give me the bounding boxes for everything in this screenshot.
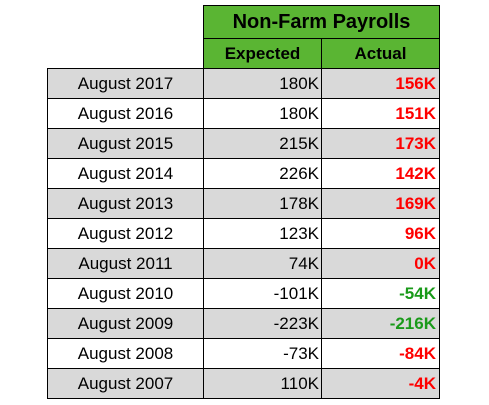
expected-value-cell: -101K bbox=[203, 278, 322, 309]
expected-value-cell: 226K bbox=[203, 158, 322, 189]
expected-value-cell: 180K bbox=[203, 68, 322, 99]
expected-value-cell: 110K bbox=[203, 368, 322, 399]
month-cell: August 2009 bbox=[47, 308, 204, 339]
table-title: Non-Farm Payrolls bbox=[203, 5, 440, 39]
title-row: Non-Farm Payrolls bbox=[47, 5, 440, 39]
table-row: August 2010 -101K -54K bbox=[47, 278, 440, 309]
table-row: August 2013 178K 169K bbox=[47, 188, 440, 219]
expected-value-cell: -73K bbox=[203, 338, 322, 369]
payrolls-table: Non-Farm Payrolls Expected Actual August… bbox=[47, 5, 440, 399]
month-cell: August 2015 bbox=[47, 128, 204, 159]
table-row: August 2014 226K 142K bbox=[47, 158, 440, 189]
actual-value-cell: 151K bbox=[321, 98, 440, 129]
blank-corner-cell bbox=[47, 5, 204, 39]
month-cell: August 2010 bbox=[47, 278, 204, 309]
table-row: August 2017 180K 156K bbox=[47, 68, 440, 99]
actual-value-cell: 169K bbox=[321, 188, 440, 219]
expected-value-cell: 215K bbox=[203, 128, 322, 159]
actual-value-cell: 0K bbox=[321, 248, 440, 279]
payrolls-table-body: Non-Farm Payrolls Expected Actual August… bbox=[47, 5, 440, 399]
actual-value-cell: -84K bbox=[321, 338, 440, 369]
month-cell: August 2013 bbox=[47, 188, 204, 219]
expected-value-cell: 180K bbox=[203, 98, 322, 129]
actual-value-cell: -54K bbox=[321, 278, 440, 309]
table-row: August 2008 -73K -84K bbox=[47, 338, 440, 369]
expected-column-header: Expected bbox=[203, 38, 322, 69]
actual-value-cell: 142K bbox=[321, 158, 440, 189]
table-row: August 2015 215K 173K bbox=[47, 128, 440, 159]
expected-value-cell: 178K bbox=[203, 188, 322, 219]
actual-column-header: Actual bbox=[321, 38, 440, 69]
table-row: August 2007 110K -4K bbox=[47, 368, 440, 399]
expected-value-cell: -223K bbox=[203, 308, 322, 339]
actual-value-cell: -216K bbox=[321, 308, 440, 339]
month-cell: August 2016 bbox=[47, 98, 204, 129]
table-row: August 2016 180K 151K bbox=[47, 98, 440, 129]
expected-value-cell: 123K bbox=[203, 218, 322, 249]
actual-value-cell: -4K bbox=[321, 368, 440, 399]
table-row: August 2011 74K 0K bbox=[47, 248, 440, 279]
month-cell: August 2014 bbox=[47, 158, 204, 189]
month-cell: August 2017 bbox=[47, 68, 204, 99]
actual-value-cell: 156K bbox=[321, 68, 440, 99]
table-row: August 2012 123K 96K bbox=[47, 218, 440, 249]
actual-value-cell: 96K bbox=[321, 218, 440, 249]
table-row: August 2009 -223K -216K bbox=[47, 308, 440, 339]
month-cell: August 2011 bbox=[47, 248, 204, 279]
expected-value-cell: 74K bbox=[203, 248, 322, 279]
month-cell: August 2012 bbox=[47, 218, 204, 249]
month-cell: August 2008 bbox=[47, 338, 204, 369]
month-cell: August 2007 bbox=[47, 368, 204, 399]
actual-value-cell: 173K bbox=[321, 128, 440, 159]
header-row: Expected Actual bbox=[47, 38, 440, 69]
blank-header-cell bbox=[47, 38, 204, 69]
